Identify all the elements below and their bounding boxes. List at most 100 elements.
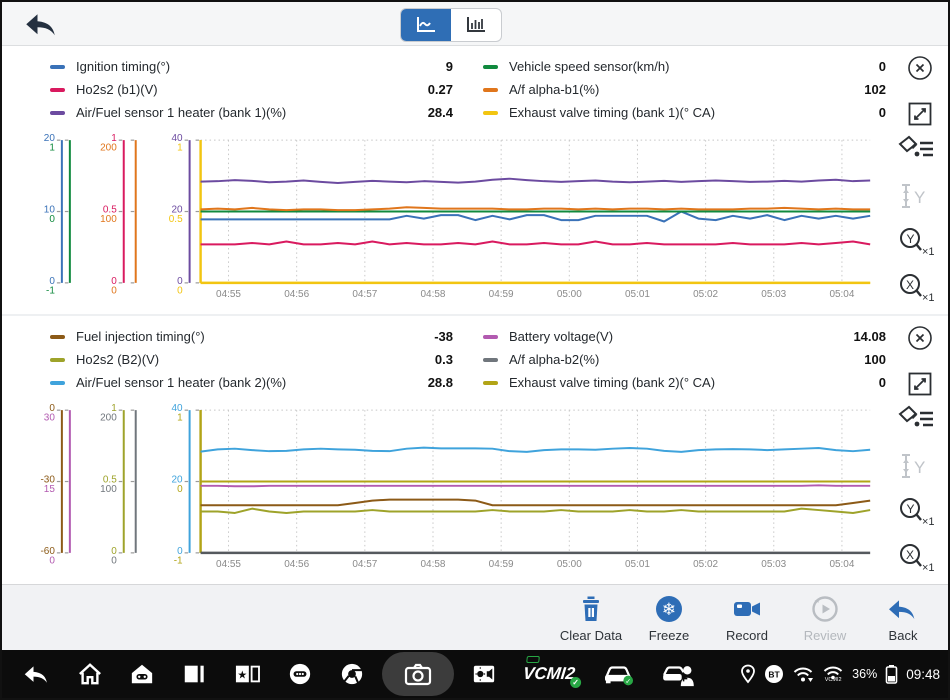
line-chart-icon bbox=[417, 17, 435, 32]
series-label: A/f alpha-b2(%) bbox=[509, 352, 600, 367]
scale-y-icon[interactable]: Y bbox=[896, 180, 938, 212]
svg-text:X: X bbox=[906, 548, 914, 562]
clear-data-button[interactable]: Clear Data bbox=[552, 592, 630, 643]
svg-text:0: 0 bbox=[49, 214, 55, 225]
svg-text:20: 20 bbox=[172, 205, 184, 216]
svg-text:04:58: 04:58 bbox=[421, 289, 446, 300]
series-label: A/f alpha-b1(%) bbox=[509, 82, 600, 97]
svg-text:30: 30 bbox=[44, 413, 56, 424]
svg-text:05:02: 05:02 bbox=[693, 559, 718, 570]
svg-text:04:59: 04:59 bbox=[489, 559, 514, 570]
record-button[interactable]: Record bbox=[708, 592, 786, 643]
tab-bar-chart[interactable] bbox=[451, 9, 501, 41]
series-label: Vehicle speed sensor(km/h) bbox=[509, 59, 670, 74]
svg-text:0.5: 0.5 bbox=[103, 205, 117, 216]
legend-row[interactable]: Air/Fuel sensor 1 heater (bank 2)(%) 28.8 bbox=[50, 371, 453, 394]
series-value: 0 bbox=[878, 105, 886, 120]
close-panel-button[interactable] bbox=[906, 324, 934, 352]
svg-text:04:57: 04:57 bbox=[352, 289, 377, 300]
zoom-x-icon[interactable]: X ×1 bbox=[896, 272, 938, 304]
svg-text:BT: BT bbox=[769, 670, 781, 680]
zoom-y-icon[interactable]: Y ×1 bbox=[896, 496, 938, 528]
trash-icon bbox=[577, 592, 605, 626]
review-button[interactable]: Review bbox=[786, 592, 864, 643]
scale-y-icon[interactable]: Y bbox=[896, 450, 938, 482]
svg-text:1: 1 bbox=[111, 133, 117, 144]
svg-text:1: 1 bbox=[111, 403, 117, 414]
panel-actions bbox=[906, 54, 938, 146]
series-color-dash bbox=[483, 380, 498, 385]
video-camera-icon bbox=[731, 592, 763, 626]
expand-panel-button[interactable] bbox=[906, 370, 934, 398]
svg-text:0: 0 bbox=[111, 546, 117, 557]
svg-text:0: 0 bbox=[177, 484, 183, 495]
svg-text:×1: ×1 bbox=[922, 516, 935, 528]
legend-row[interactable]: Exhaust valve timing (bank 1)(° CA) 0 bbox=[483, 101, 886, 124]
legend-row[interactable]: Vehicle speed sensor(km/h) 0 bbox=[483, 55, 886, 78]
series-label: Exhaust valve timing (bank 1)(° CA) bbox=[509, 105, 716, 120]
series-label: Ho2s2 (B2)(V) bbox=[76, 352, 160, 367]
series-value: 28.4 bbox=[427, 105, 453, 120]
svg-text:04:55: 04:55 bbox=[216, 559, 241, 570]
nav-vehicle-connected-icon[interactable]: ✓ bbox=[601, 661, 635, 687]
nav-screenshot-button[interactable] bbox=[382, 652, 454, 696]
svg-text:-60: -60 bbox=[40, 546, 55, 557]
filter-channels-icon[interactable] bbox=[896, 134, 938, 166]
legend-row[interactable]: Ho2s2 (B2)(V) 0.3 bbox=[50, 348, 453, 371]
series-value: 100 bbox=[864, 352, 886, 367]
top-back-button[interactable] bbox=[24, 9, 64, 39]
svg-text:0: 0 bbox=[49, 403, 55, 414]
clear-data-label: Clear Data bbox=[559, 628, 623, 643]
nav-vehicle-profile-icon[interactable] bbox=[661, 661, 695, 687]
svg-text:04:56: 04:56 bbox=[284, 559, 309, 570]
back-button[interactable]: Back bbox=[864, 592, 942, 643]
nav-favorites-icon[interactable]: ★ bbox=[233, 662, 261, 686]
svg-text:×1: ×1 bbox=[922, 246, 935, 258]
vcmi-connector-icon bbox=[526, 656, 540, 663]
nav-robot-icon[interactable] bbox=[287, 662, 313, 686]
chart-canvas: 04:55 04:56 04:57 04:58 04:59 05:00 05:01 05:02… bbox=[40, 403, 871, 570]
legend-row[interactable]: Exhaust valve timing (bank 2)(° CA) 0 bbox=[483, 371, 886, 394]
svg-text:15: 15 bbox=[44, 484, 56, 495]
legend-row[interactable]: Battery voltage(V) 14.08 bbox=[483, 325, 886, 348]
filter-channels-icon[interactable] bbox=[896, 404, 938, 436]
svg-text:10: 10 bbox=[44, 205, 56, 216]
svg-text:0: 0 bbox=[49, 555, 55, 566]
vcmi-check-badge: ✓ bbox=[570, 677, 582, 688]
legend-area: Ignition timing(°) 9 Vehicle speed sensor(… bbox=[2, 46, 948, 132]
top-bar bbox=[2, 2, 948, 46]
legend-row[interactable]: Ignition timing(°) 9 bbox=[50, 55, 453, 78]
svg-text:0: 0 bbox=[177, 546, 183, 557]
zoom-x-icon[interactable]: X ×1 bbox=[896, 542, 938, 574]
legend: Fuel injection timing(°) -38 Battery volta… bbox=[50, 325, 886, 394]
series-value: 14.08 bbox=[853, 329, 886, 344]
nav-workshop-icon[interactable] bbox=[129, 662, 155, 686]
tab-line-chart[interactable] bbox=[401, 9, 451, 41]
zoom-y-icon[interactable]: Y ×1 bbox=[896, 226, 938, 258]
legend-row[interactable]: Air/Fuel sensor 1 heater (bank 1)(%) 28.4 bbox=[50, 101, 453, 124]
series-value: 0.27 bbox=[427, 82, 453, 97]
location-icon bbox=[740, 664, 756, 684]
series-color-dash bbox=[483, 357, 498, 362]
snowflake-icon: ❄ bbox=[654, 592, 684, 626]
nav-back-icon[interactable] bbox=[23, 662, 51, 686]
svg-text:04:55: 04:55 bbox=[216, 289, 241, 300]
expand-panel-button[interactable] bbox=[906, 100, 934, 128]
legend-row[interactable]: Ho2s2 (b1)(V) 0.27 bbox=[50, 78, 453, 101]
series-value: 0.3 bbox=[434, 352, 453, 367]
nav-vcmi-status[interactable]: VCMI2 ✓ bbox=[522, 656, 582, 688]
nav-recents-icon[interactable] bbox=[181, 662, 207, 686]
nav-browser-icon[interactable] bbox=[339, 662, 365, 686]
close-panel-button[interactable] bbox=[906, 54, 934, 82]
svg-text:40: 40 bbox=[172, 403, 184, 414]
legend-row[interactable]: Fuel injection timing(°) -38 bbox=[50, 325, 453, 348]
series-color-dash bbox=[50, 64, 65, 69]
legend-row[interactable]: A/f alpha-b2(%) 100 bbox=[483, 348, 886, 371]
data-panel-1: Ignition timing(°) 9 Vehicle speed sensor(… bbox=[2, 46, 948, 314]
legend-row[interactable]: A/f alpha-b1(%) 102 bbox=[483, 78, 886, 101]
svg-text:20: 20 bbox=[44, 133, 56, 144]
nav-home-icon[interactable] bbox=[77, 662, 103, 686]
nav-display-icon[interactable] bbox=[471, 662, 497, 686]
freeze-button[interactable]: ❄ Freeze bbox=[630, 592, 708, 643]
